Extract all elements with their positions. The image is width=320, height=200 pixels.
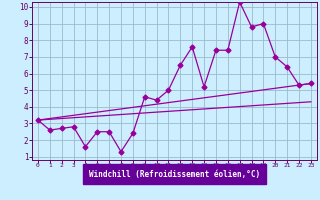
X-axis label: Windchill (Refroidissement éolien,°C): Windchill (Refroidissement éolien,°C) bbox=[89, 170, 260, 179]
